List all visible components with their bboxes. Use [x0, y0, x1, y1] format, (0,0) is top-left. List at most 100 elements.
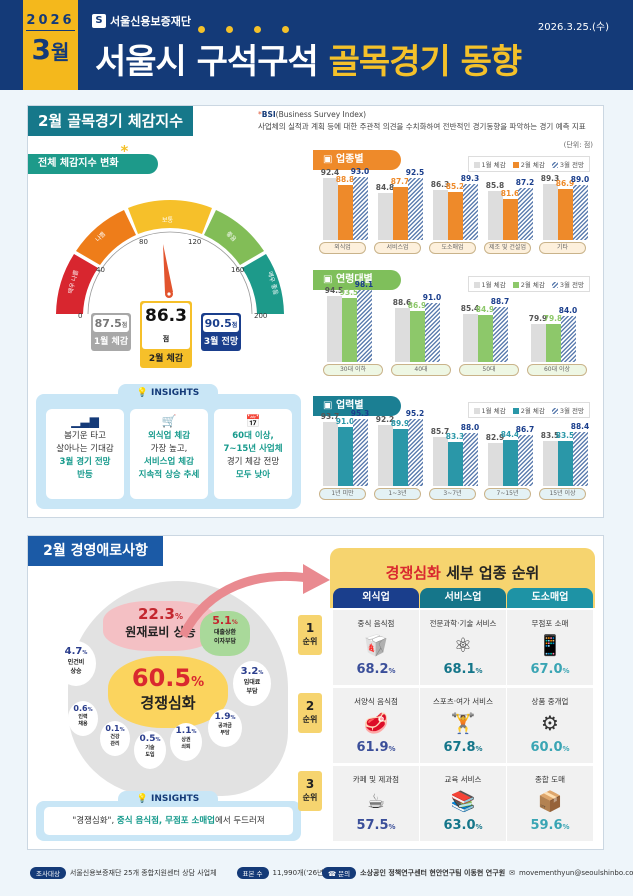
bar-value: 86.9: [407, 300, 427, 310]
mail-icon: ✉: [509, 869, 516, 877]
bar: [393, 429, 408, 486]
rank-cell: 스포츠·여가 서비스 🏋 67.8%: [420, 688, 506, 763]
bar-value: 89.9: [390, 419, 410, 429]
footer-survey: 조사대상 서울신용보증재단 25개 종합지원센터 상담 사업체 표본 수 11,99…: [30, 867, 354, 879]
bar-value: 89.3: [460, 174, 480, 184]
category-label: 도소매업: [429, 242, 476, 254]
org-logo-icon: S: [92, 14, 106, 28]
bar: [448, 192, 463, 240]
bar-value: 88.4: [570, 422, 590, 432]
bar-value: 81.6: [500, 188, 520, 198]
chart-legend: 1월 체감 2월 체감 3월 전망: [467, 402, 590, 418]
industry-icon: 🥡: [363, 633, 389, 657]
hardship-section-title: 2월 경영애로사항: [28, 536, 163, 566]
issue-month-badge: 2026 3월: [23, 0, 78, 90]
bar-value: 83.5: [540, 431, 560, 441]
gauge-pill: 전체 체감지수 변화: [28, 154, 158, 174]
svg-text:80: 80: [139, 238, 148, 246]
chart-legend: 1월 체감 2월 체감 3월 전망: [467, 276, 590, 292]
bar-group: 83.5 83.5 88.4 15년 이상: [539, 408, 589, 500]
industry-icon: 📦: [537, 789, 563, 813]
bar-value: 86.3: [430, 180, 450, 190]
bar-group: 82.9 84.4 86.7 7~15년: [484, 408, 534, 500]
svg-text:120: 120: [188, 238, 201, 246]
health-mgmt: 0.1% 건강 관리: [100, 721, 130, 756]
rank-cell: 전문과학·기술 서비스 ⚛ 68.1%: [420, 610, 506, 685]
bar-value: 93.5: [339, 288, 359, 298]
bar: [488, 190, 503, 240]
bar: [425, 303, 440, 362]
bar-value: 88.0: [460, 422, 480, 432]
industry-icon: 🥩: [363, 711, 389, 735]
bar-value: 91.0: [335, 417, 355, 427]
rank-badge: 1 순위: [298, 615, 322, 655]
bar-value: 93.7: [320, 411, 340, 421]
bar-value: 84.0: [558, 306, 578, 316]
bar: [338, 185, 353, 240]
bar: [408, 178, 423, 240]
bar-value: 83.5: [555, 431, 575, 441]
bar-value: 95.3: [350, 408, 370, 418]
bar: [395, 307, 410, 362]
industry-icon: ⚙: [541, 711, 559, 735]
category-label: 서비스업: [374, 242, 421, 254]
bar-group: 88.6 86.9 91.0 40대: [391, 284, 453, 376]
bar: [410, 310, 425, 362]
category-label: 15년 이상: [539, 488, 586, 500]
bar-value: 79.9: [528, 314, 548, 324]
bar-value: 79.8: [543, 314, 563, 324]
competition: 60.5% 경쟁심화: [108, 656, 228, 728]
phone-icon: ☎ 문의: [322, 867, 357, 879]
unit-label: (단위: 점): [563, 141, 593, 149]
bsi-section-title: 2월 골목경기 체감지수(BSI*): [28, 106, 193, 160]
bar-chart-icon: ▁▃▆: [71, 414, 99, 428]
industry-pill: ▣ 업종별: [313, 150, 401, 170]
rank-cell: 교육 서비스 📚 63.0%: [420, 766, 506, 841]
rank-cell: 상품 중개업 ⚙ 60.0%: [507, 688, 593, 763]
svg-text:40: 40: [96, 266, 105, 274]
bsi-insights: 💡 INSIGHTS ▁▃▆ 봄기운 타고 살아나는 기대감 3월 경기 전망 반등…: [36, 384, 301, 509]
category-label: 7~15년: [484, 488, 531, 500]
footer-contact: ☎ 문의 소상공인 정책연구센터 현안연구팀 이동현 연구원 ✉ movementh…: [322, 867, 633, 879]
bar: [353, 177, 368, 240]
page-header: 2026 3월 S 서울신용보증재단 2026.3.25.(수) 서울시 구석구석…: [0, 0, 633, 90]
bar-group: 94.5 93.5 98.1 30대 이하: [323, 280, 385, 376]
bar: [463, 432, 478, 486]
tenure-chart: ▣ 업력별 1월 체감 2월 체감 3월 전망 93.7 91.0 95.3 1년 미만 9…: [313, 396, 598, 514]
bar: [393, 187, 408, 240]
age-chart: ▣ 연령대별 1월 체감 2월 체감 3월 전망 94.5 93.5 98.1 30대 이…: [313, 270, 598, 390]
bar-value: 94.5: [324, 286, 344, 296]
bar: [518, 188, 533, 240]
industry-icon: 📚: [450, 789, 476, 813]
bar: [543, 441, 558, 486]
bar-group: 92.2 89.9 95.2 1~3년: [374, 408, 424, 500]
bar-group: 84.8 87.7 92.5 서비스업: [374, 162, 424, 254]
hardship-section: 2월 경영애로사항 22.3% 원재료비 상승 5.1% 대출상환 이자부담 60…: [27, 535, 604, 850]
bar: [558, 188, 573, 240]
bar-value: 85.8: [485, 180, 505, 190]
bar: [546, 324, 561, 362]
bar: [378, 192, 393, 240]
category-label: 1년 미만: [319, 488, 366, 500]
age-pill: ▣ 연령대별: [313, 270, 401, 290]
rank-badge: 2 순위: [298, 693, 322, 733]
insights-tab: 💡 INSIGHTS: [118, 384, 218, 402]
svg-text:160: 160: [231, 266, 244, 274]
bar-group: 86.3 85.2 89.3 도소매업: [429, 162, 479, 254]
category-label: 50대: [459, 364, 519, 376]
category-label: 1~3년: [374, 488, 421, 500]
bar-value: 89.0: [570, 174, 590, 184]
bar-value: 92.4: [320, 168, 340, 178]
contact-email[interactable]: movementhyun@seoulshinbo.co.kr: [519, 869, 633, 877]
category-label: 40대: [391, 364, 451, 376]
col-food: 외식업: [333, 588, 419, 608]
bar: [543, 184, 558, 240]
insights-tab: 💡 INSIGHTS: [118, 791, 218, 807]
emphasis-dots: [198, 26, 289, 33]
rank-cell: 중식 음식점 🥡 68.2%: [333, 610, 419, 685]
bar-value: 91.0: [422, 293, 442, 303]
bar-group: 93.7 91.0 95.3 1년 미만: [319, 408, 369, 500]
bar: [561, 316, 576, 362]
bsi-section: 2월 골목경기 체감지수(BSI*) *BSI(Business Survey …: [27, 105, 604, 518]
bar-group: 89.3 86.9 89.0 기타: [539, 162, 589, 254]
